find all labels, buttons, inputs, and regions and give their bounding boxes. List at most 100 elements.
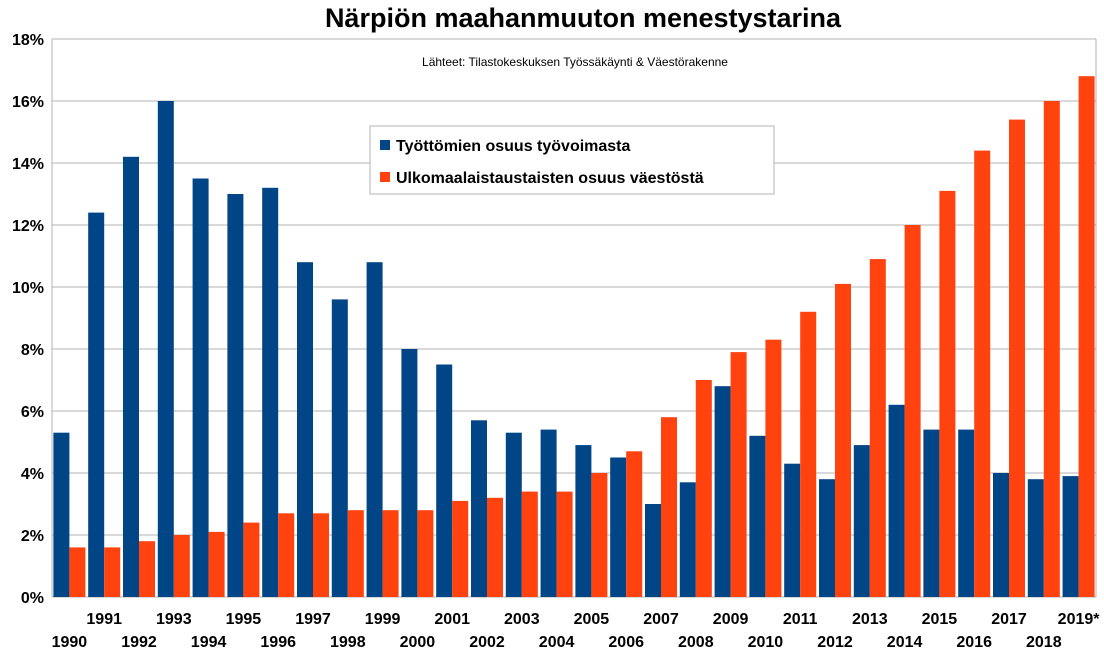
x-tick-label: 2011 xyxy=(783,611,818,628)
bar-foreign-background-2003 xyxy=(521,491,538,597)
bar-foreign-background-1998 xyxy=(347,510,364,597)
bar-foreign-background-1999 xyxy=(382,510,399,597)
x-tick-label: 1996 xyxy=(260,634,296,651)
legend-box xyxy=(369,125,775,195)
bar-foreign-background-2000 xyxy=(417,510,434,597)
x-axis-ticks: 1990 1991 1992 1993 1994 1995 1996 1997 1998 1999… xyxy=(52,611,1101,651)
x-tick-label: 2002 xyxy=(469,634,505,651)
bar-foreign-background-2013 xyxy=(869,259,886,597)
x-tick-label: 2010 xyxy=(748,634,784,651)
bars xyxy=(53,76,1095,598)
bar-foreign-background-2016 xyxy=(974,150,991,597)
bar-foreign-background-2007 xyxy=(661,417,678,597)
x-tick-label: 2006 xyxy=(608,634,644,651)
bar-unemployment-2014 xyxy=(888,404,905,597)
x-tick-label: 1999 xyxy=(365,611,401,628)
bar-unemployment-2002 xyxy=(470,420,487,597)
y-tick-label: 10% xyxy=(12,280,44,297)
legend-label-unemployment: Työttömien osuus työvoimasta xyxy=(396,138,631,155)
bar-foreign-background-2008 xyxy=(695,380,712,597)
x-tick-label: 1990 xyxy=(52,634,88,651)
x-tick-label: 2003 xyxy=(504,611,540,628)
y-tick-label: 16% xyxy=(12,94,44,111)
bar-foreign-background-2012 xyxy=(835,283,852,597)
y-tick-label: 0% xyxy=(21,590,44,607)
bar-foreign-background-1996 xyxy=(278,513,295,597)
x-tick-label: 2004 xyxy=(539,634,575,651)
x-tick-label: 2018 xyxy=(1026,634,1062,651)
bar-foreign-background-2011 xyxy=(800,311,817,597)
bar-foreign-background-2010 xyxy=(765,339,782,597)
bar-unemployment-2000 xyxy=(401,349,418,597)
x-tick-label: 1993 xyxy=(156,611,192,628)
bar-foreign-background-2004 xyxy=(556,491,573,597)
legend-swatch-foreign-background xyxy=(380,172,390,182)
bar-foreign-background-2015 xyxy=(939,190,956,597)
bar-unemployment-2003 xyxy=(505,432,522,597)
y-axis-ticks: 0% 2% 4% 6% 8% 10% 12% 14% 16% 18% xyxy=(12,32,44,607)
bar-unemployment-1997 xyxy=(296,262,313,597)
bar-unemployment-2010 xyxy=(749,435,766,597)
legend-swatch-unemployment xyxy=(380,140,390,150)
x-tick-label: 2007 xyxy=(643,611,679,628)
y-tick-label: 8% xyxy=(21,342,44,359)
bar-unemployment-1996 xyxy=(262,187,279,598)
bar-foreign-background-1993 xyxy=(173,535,190,597)
legend-label-foreign-background: Ulkomaalaistaustaisten osuus väestöstä xyxy=(396,170,704,187)
bar-unemployment-2015 xyxy=(923,429,940,597)
bar-foreign-background-2001 xyxy=(452,500,469,597)
x-tick-label: 1991 xyxy=(86,611,122,628)
y-tick-label: 6% xyxy=(21,404,44,421)
bar-unemployment-2004 xyxy=(540,429,557,597)
chart-subtitle: Lähteet: Tilastokeskuksen Työssäkäynti &… xyxy=(422,55,728,69)
bar-unemployment-1993 xyxy=(157,101,174,597)
x-tick-label: 2000 xyxy=(400,634,436,651)
bar-foreign-background-1991 xyxy=(104,547,121,597)
bar-unemployment-2012 xyxy=(818,479,835,597)
x-tick-label: 2005 xyxy=(574,611,610,628)
bar-unemployment-1990 xyxy=(53,432,70,597)
x-tick-label: 1997 xyxy=(295,611,331,628)
bar-foreign-background-1990 xyxy=(69,547,86,597)
bar-unemployment-2013 xyxy=(853,445,870,597)
x-tick-label: 2009 xyxy=(713,611,749,628)
bar-unemployment-1991 xyxy=(88,212,105,597)
x-tick-label: 2001 xyxy=(434,611,470,628)
x-tick-label: 2014 xyxy=(887,634,923,651)
bar-foreign-background-1997 xyxy=(313,513,330,597)
x-tick-label: 1998 xyxy=(330,634,366,651)
bar-foreign-background-1992 xyxy=(139,541,156,597)
bar-unemployment-1994 xyxy=(192,178,209,597)
x-tick-label: 2019* xyxy=(1058,611,1101,628)
x-tick-label: 2016 xyxy=(956,634,992,651)
bar-foreign-background-2019 xyxy=(1078,76,1095,597)
bar-unemployment-2016 xyxy=(958,429,975,597)
x-tick-label: 2017 xyxy=(991,611,1027,628)
bar-unemployment-2019 xyxy=(1062,476,1079,597)
bar-unemployment-1992 xyxy=(122,156,139,598)
gridlines xyxy=(51,38,1097,598)
bar-foreign-background-2014 xyxy=(904,225,921,597)
bar-unemployment-2005 xyxy=(575,445,592,597)
y-tick-label: 18% xyxy=(12,32,44,49)
bar-foreign-background-2017 xyxy=(1009,119,1026,597)
bar-foreign-background-2009 xyxy=(730,352,747,597)
bar-foreign-background-2006 xyxy=(626,451,643,597)
x-tick-label: 2015 xyxy=(922,611,958,628)
bar-unemployment-1999 xyxy=(366,262,383,597)
bar-unemployment-2011 xyxy=(784,463,801,597)
bar-unemployment-2007 xyxy=(644,504,661,597)
x-tick-label: 1992 xyxy=(121,634,157,651)
y-tick-label: 2% xyxy=(21,528,44,545)
bar-foreign-background-2005 xyxy=(591,473,608,597)
y-tick-label: 14% xyxy=(12,156,44,173)
bar-unemployment-2008 xyxy=(679,482,696,597)
y-tick-label: 4% xyxy=(21,466,44,483)
x-tick-label: 2013 xyxy=(852,611,888,628)
bar-unemployment-1998 xyxy=(331,299,348,597)
x-tick-label: 2012 xyxy=(817,634,853,651)
chart-title: Närpiön maahanmuuton menestystarina xyxy=(325,3,842,33)
bar-unemployment-2006 xyxy=(610,457,627,597)
bar-unemployment-2018 xyxy=(1027,479,1044,597)
